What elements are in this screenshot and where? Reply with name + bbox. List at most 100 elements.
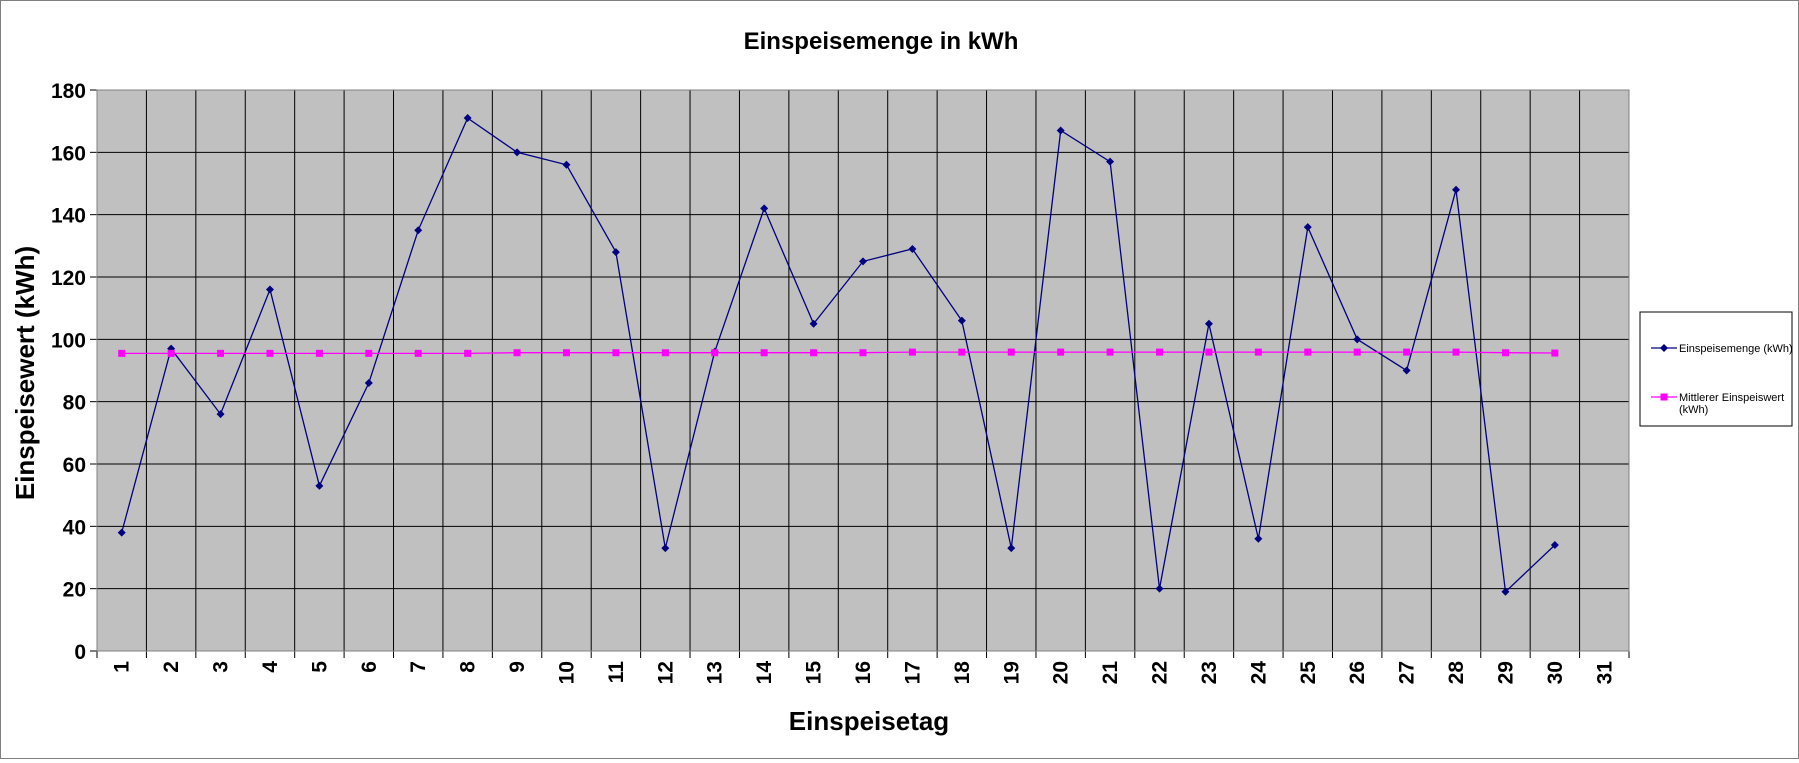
x-tick-label: 28 (1445, 661, 1468, 685)
chart-title: Einspeisemenge in kWh (744, 28, 1019, 55)
legend: Einspeisemenge (kWh) Mittlerer Einspeisw… (1639, 311, 1793, 427)
data-point-series-1 (1452, 185, 1461, 194)
y-tick-label: 100 (51, 329, 86, 352)
data-point-series-1 (216, 410, 225, 419)
data-point-series-2 (513, 349, 521, 357)
x-tick-label: 20 (1050, 661, 1073, 684)
x-tick-label: 6 (358, 661, 381, 673)
legend-box (1639, 311, 1793, 427)
x-tick-label: 12 (654, 661, 677, 684)
x-axis-label: Einspeisetag (789, 706, 949, 736)
y-tick-label: 60 (63, 454, 86, 477)
data-point-series-2 (1007, 348, 1015, 356)
x-tick-label: 31 (1593, 661, 1616, 685)
plot-border (96, 89, 1630, 652)
x-tick-label: 8 (457, 661, 480, 673)
data-point-series-2 (1452, 348, 1460, 356)
y-tick-label: 120 (51, 267, 86, 290)
data-point-series-2 (711, 349, 719, 357)
data-point-series-2 (414, 349, 422, 357)
data-point-series-1 (1353, 335, 1362, 344)
x-tick-label: 16 (852, 661, 875, 684)
x-tick-label: 4 (259, 661, 282, 673)
x-tick-label: 18 (951, 661, 974, 685)
data-point-series-2 (1304, 348, 1312, 356)
legend-label-series-1: Einspeisemenge (kWh) (1679, 343, 1793, 355)
data-point-series-1 (1106, 157, 1115, 166)
data-point-series-2 (464, 349, 472, 357)
data-point-series-1 (908, 244, 917, 253)
data-point-series-2 (908, 348, 916, 356)
data-point-series-2 (1403, 348, 1411, 356)
data-point-series-2 (562, 349, 570, 357)
series-line-1 (121, 117, 1556, 594)
x-tick-label: 30 (1544, 661, 1567, 684)
x-tick-label: 15 (803, 661, 826, 685)
data-point-series-1 (809, 319, 818, 328)
data-point-series-1 (1501, 587, 1510, 596)
data-point-series-1 (265, 285, 274, 294)
data-point-series-2 (810, 349, 818, 357)
data-point-series-2 (118, 349, 126, 357)
y-tick-label: 160 (51, 142, 86, 165)
data-point-series-1 (1254, 534, 1263, 543)
data-point-series-1 (315, 481, 324, 490)
x-tick-label: 9 (506, 661, 529, 673)
x-tick-label: 23 (1198, 661, 1221, 684)
x-tick-label: 3 (210, 661, 233, 673)
data-point-series-2 (1254, 348, 1262, 356)
data-point-series-2 (1353, 348, 1361, 356)
data-point-series-1 (661, 544, 670, 553)
x-tick-label: 25 (1297, 661, 1320, 685)
data-point-series-1 (760, 204, 769, 213)
data-point-series-1 (611, 248, 620, 257)
x-tick-label: 19 (1000, 661, 1023, 684)
legend-label-series-2-line-1: Mittlerer Einspeiswert (1679, 392, 1784, 404)
data-point-series-2 (612, 349, 620, 357)
data-point-series-2 (1106, 348, 1114, 356)
data-point-series-1 (1204, 319, 1213, 328)
x-tick-label: 11 (605, 661, 628, 684)
plot-background (97, 90, 1629, 651)
data-point-series-1 (414, 226, 423, 235)
data-point-series-1 (1155, 584, 1164, 593)
data-point-series-2 (217, 349, 225, 357)
data-point-series-2 (315, 349, 323, 357)
data-point-series-2 (958, 348, 966, 356)
x-tick-label: 13 (704, 661, 727, 684)
data-point-series-2 (266, 349, 274, 357)
data-point-series-1 (1007, 544, 1016, 553)
data-point-series-2 (760, 349, 768, 357)
data-point-series-1 (1303, 223, 1312, 232)
x-tick-label: 29 (1494, 661, 1517, 684)
data-point-series-1 (957, 316, 966, 325)
data-point-series-1 (1550, 541, 1559, 550)
y-tick-label: 80 (63, 392, 86, 415)
data-point-series-1 (513, 148, 522, 157)
legend-marker-series-1 (1660, 344, 1668, 352)
y-tick-label: 0 (74, 641, 86, 664)
data-point-series-2 (1156, 348, 1164, 356)
data-point-series-2 (1551, 349, 1559, 357)
y-tick-label: 140 (51, 205, 86, 228)
data-point-series-1 (859, 257, 867, 266)
data-point-series-1 (1402, 366, 1411, 375)
legend-label-series-2: Mittlerer Einspeiswert (kWh) (1679, 392, 1787, 416)
x-tick-label: 17 (901, 661, 924, 684)
x-tick-label: 5 (308, 661, 331, 673)
y-tick-label: 40 (63, 516, 86, 539)
data-point-series-1 (562, 160, 571, 169)
x-tick-label: 24 (1247, 661, 1270, 685)
data-point-series-2 (1501, 349, 1509, 357)
y-tick-label: 180 (51, 80, 86, 103)
series-line-2 (121, 351, 1555, 355)
x-tick-label: 7 (407, 661, 430, 673)
data-point-series-1 (364, 378, 373, 387)
legend-label-series-2-line-2: (kWh) (1679, 404, 1708, 416)
x-tick-label: 1 (111, 661, 134, 673)
data-point-series-2 (1057, 348, 1065, 356)
x-tick-label: 10 (555, 661, 578, 684)
data-point-series-2 (1205, 348, 1213, 356)
